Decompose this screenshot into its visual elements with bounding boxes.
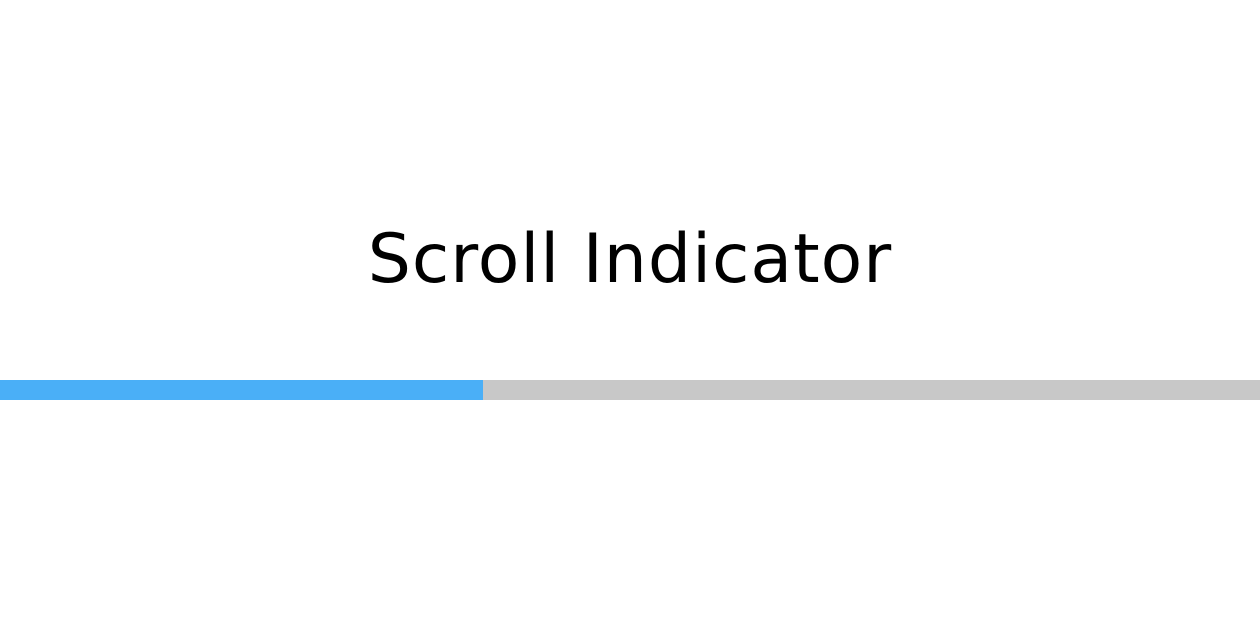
scroll-progress-track [0,380,1260,400]
scroll-progress-fill [0,380,483,400]
page-title: Scroll Indicator [367,220,893,299]
